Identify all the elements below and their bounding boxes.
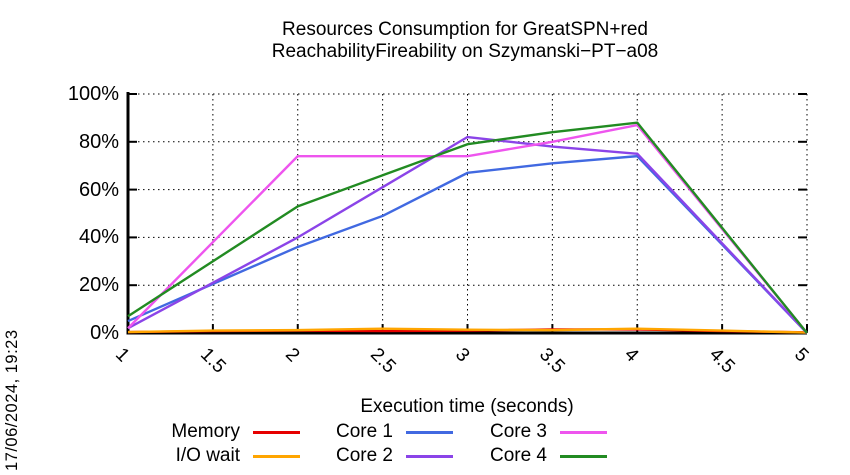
- legend-label-io-wait: I/O wait: [175, 445, 240, 466]
- chart-title: Resources Consumption for GreatSPN+red R…: [75, 19, 850, 63]
- series-line-core-2: [127, 135, 808, 334]
- legend-item-core2: Core 2: [266, 445, 453, 467]
- legend-item-core1: Core 1: [266, 421, 453, 443]
- legend-swatch-io-wait: [253, 454, 300, 458]
- ytick-label: 80%: [78, 130, 119, 153]
- chart-title-line1: Resources Consumption for GreatSPN+red: [282, 19, 648, 40]
- series-line-core-4: [127, 121, 808, 334]
- legend-swatch-core4: [560, 454, 607, 458]
- legend-swatch-core1: [406, 430, 453, 434]
- ytick-label: 40%: [78, 226, 119, 249]
- legend-swatch-core3: [560, 430, 607, 434]
- x-axis-title: Execution time (seconds): [360, 396, 574, 417]
- legend-label-core2: Core 2: [335, 445, 393, 466]
- legend-label-core1: Core 1: [335, 421, 393, 442]
- legend-swatch-core2: [406, 454, 453, 458]
- legend-item-core4: Core 4: [420, 445, 607, 467]
- ytick-label: 100%: [67, 83, 119, 105]
- legend-label-core4: Core 4: [489, 445, 547, 466]
- legend-label-memory: Memory: [171, 421, 240, 442]
- series-line-core-3: [127, 123, 808, 334]
- legend-label-core3: Core 3: [489, 421, 547, 442]
- ytick-label: 0%: [90, 322, 119, 344]
- ytick-label: 20%: [78, 274, 119, 297]
- legend-item-memory: Memory: [100, 421, 300, 443]
- legend-item-io-wait: I/O wait: [100, 445, 300, 467]
- series-line-i-o-wait: [127, 327, 808, 334]
- legend-swatch-memory: [253, 430, 300, 434]
- chart-title-line2: ReachabilityFireability on Szymanski−PT−…: [271, 41, 659, 62]
- ytick-label: 60%: [78, 178, 119, 201]
- legend-item-core3: Core 3: [420, 421, 607, 443]
- series-line-core-1: [127, 154, 808, 334]
